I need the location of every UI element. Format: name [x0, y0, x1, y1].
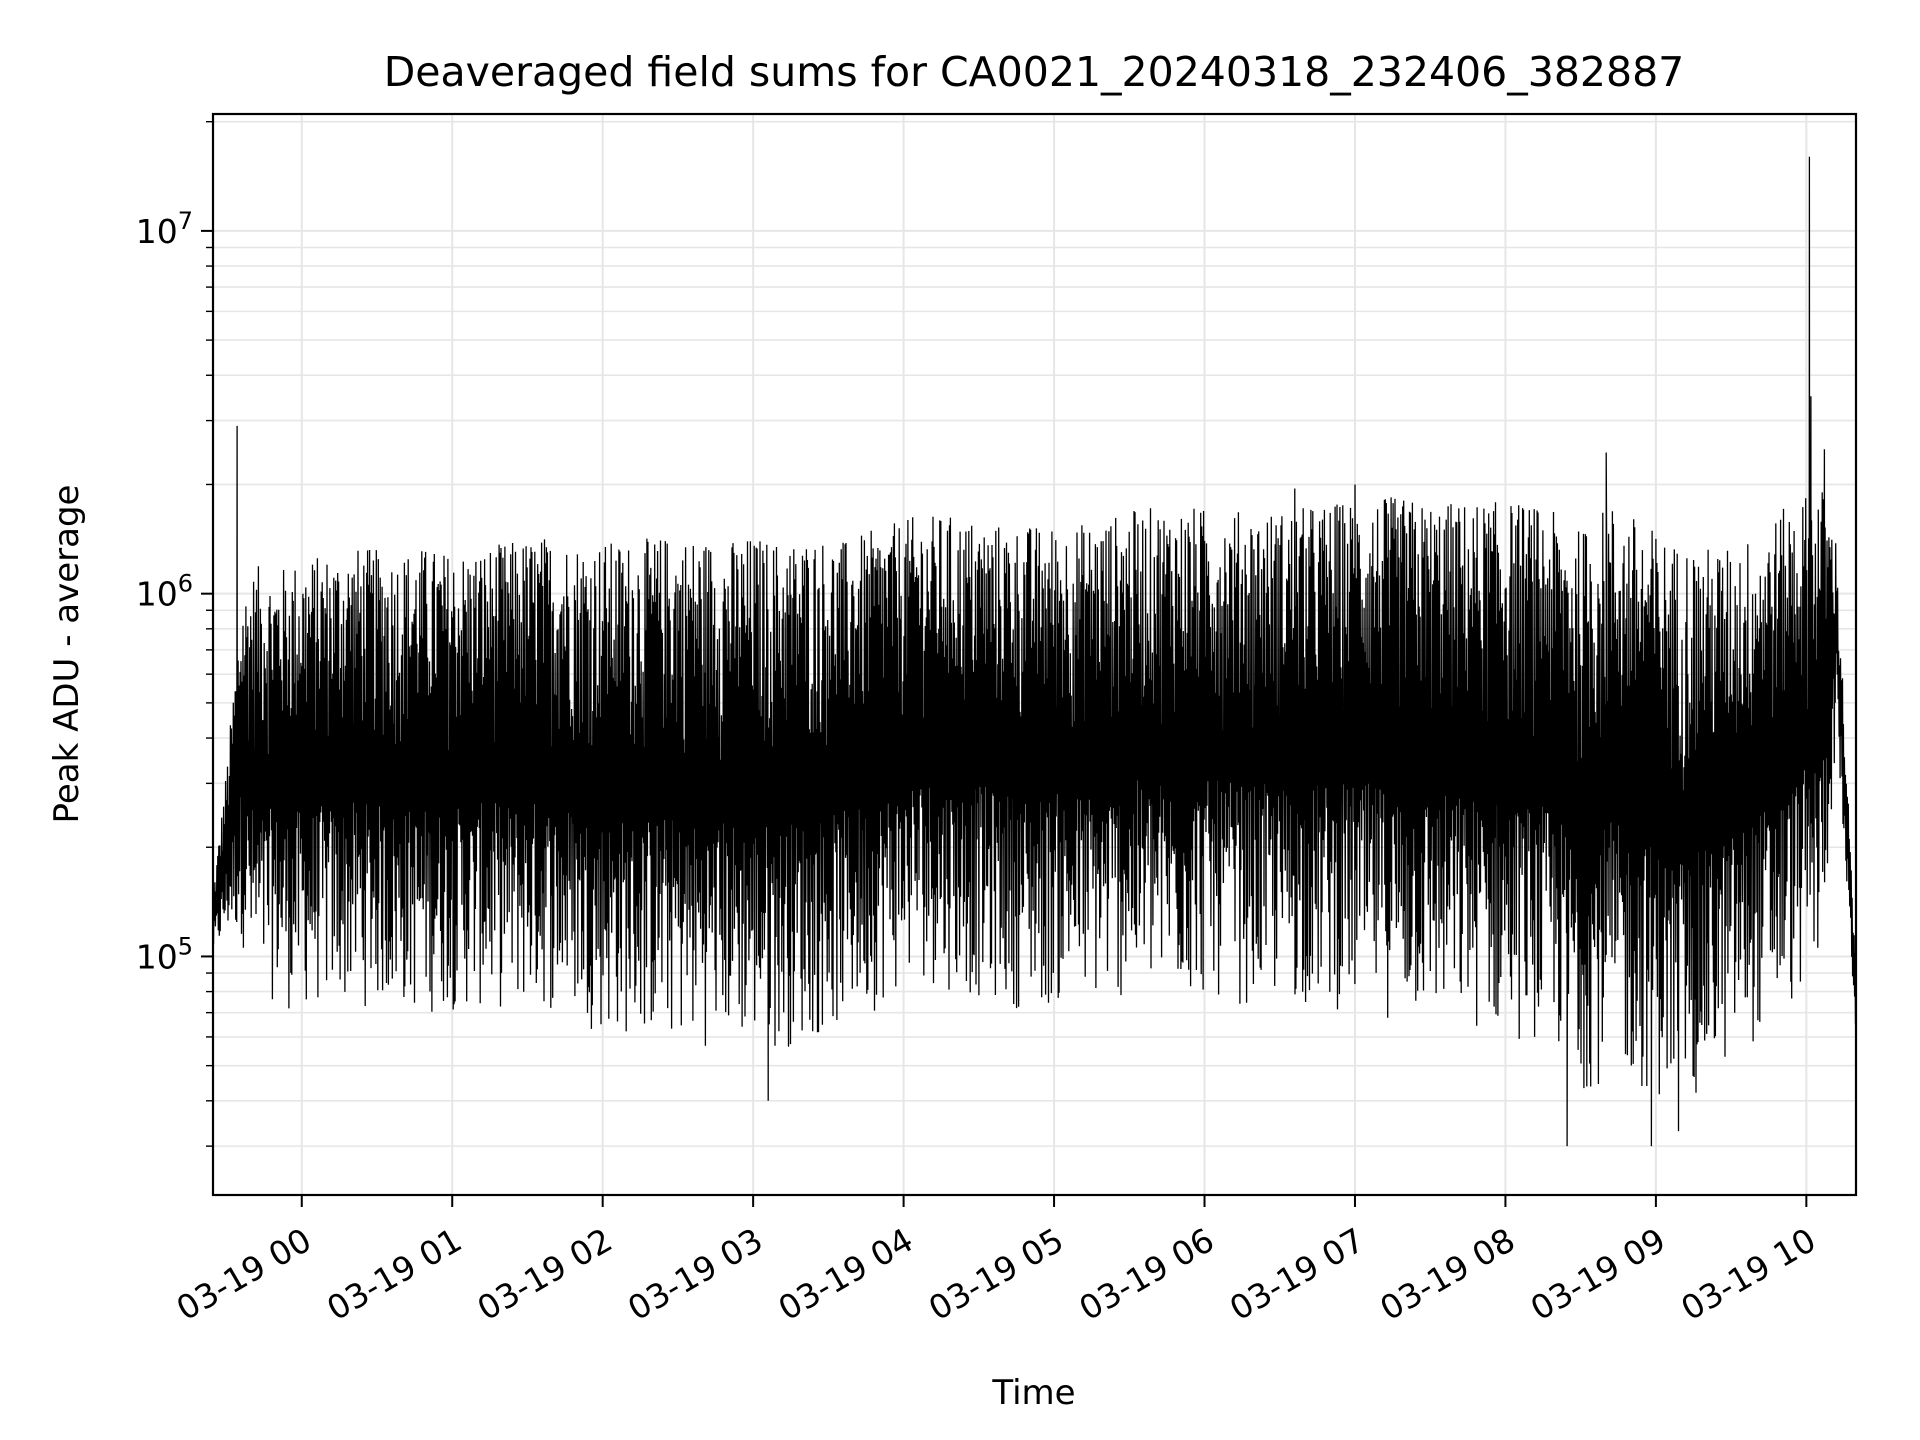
y-tick-label: 106	[136, 570, 193, 614]
x-tick-label: 03-19 09	[1524, 1220, 1672, 1328]
x-tick-label: 03-19 02	[471, 1220, 619, 1328]
x-tick-label: 03-19 00	[170, 1220, 318, 1328]
x-tick-label: 03-19 04	[772, 1220, 920, 1328]
x-tick-label: 03-19 01	[320, 1220, 468, 1328]
x-axis-title: Time	[991, 1373, 1075, 1413]
y-axis-title: Peak ADU - average	[47, 485, 87, 824]
plot-area-frame	[211, 112, 1858, 1197]
chart-title: Deaveraged field sums for CA0021_2024031…	[384, 48, 1685, 96]
x-tick-label: 03-19 03	[621, 1220, 769, 1328]
y-tick-label: 107	[136, 207, 193, 251]
y-tick-label: 105	[136, 932, 193, 976]
series-line	[212, 156, 1857, 1147]
series-group	[212, 156, 1857, 1147]
x-tick-label: 03-19 06	[1073, 1220, 1221, 1328]
x-tick-label: 03-19 10	[1674, 1220, 1822, 1328]
x-tick-label: 03-19 05	[922, 1220, 1070, 1328]
x-tick-label: 03-19 07	[1223, 1220, 1371, 1328]
x-tick-label: 03-19 08	[1373, 1220, 1521, 1328]
